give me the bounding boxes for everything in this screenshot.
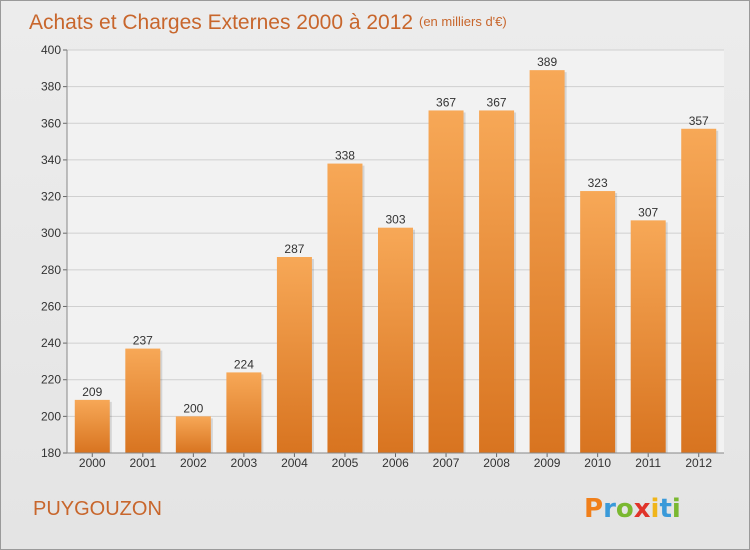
y-tick-label: 300 bbox=[41, 226, 61, 240]
x-tick-label: 2009 bbox=[534, 456, 561, 470]
chart-subtitle: (en milliers d'€) bbox=[419, 14, 507, 29]
bar bbox=[74, 399, 110, 453]
logo-letter: t bbox=[659, 494, 671, 524]
x-tick-label: 2010 bbox=[584, 456, 611, 470]
bar bbox=[479, 110, 515, 453]
bar-value-label: 287 bbox=[284, 242, 304, 256]
bar-value-label: 224 bbox=[234, 357, 254, 371]
bar-value-label: 389 bbox=[537, 55, 557, 69]
bar-value-label: 307 bbox=[638, 205, 658, 219]
bar-value-label: 338 bbox=[335, 149, 355, 163]
x-tick-label: 2007 bbox=[433, 456, 460, 470]
logo-letter: P bbox=[584, 494, 603, 524]
logo-letter: o bbox=[616, 494, 634, 524]
x-tick-label: 2002 bbox=[180, 456, 207, 470]
bar bbox=[428, 110, 464, 453]
bar bbox=[681, 128, 717, 453]
x-tick-label: 2001 bbox=[129, 456, 156, 470]
bar bbox=[125, 348, 161, 453]
x-tick-label: 2004 bbox=[281, 456, 308, 470]
bars: 209 237 200 224 287 338 303 367 367 389 323 307 357 bbox=[74, 55, 719, 454]
y-tick-label: 340 bbox=[41, 153, 61, 167]
bar-value-label: 237 bbox=[133, 334, 153, 348]
proxiti-logo: Proxiti bbox=[584, 494, 681, 524]
y-tick-label: 240 bbox=[41, 336, 61, 350]
bar-value-label: 367 bbox=[487, 95, 507, 109]
bar-value-label: 357 bbox=[689, 114, 709, 128]
y-tick-label: 220 bbox=[41, 373, 61, 387]
x-tick-label: 2000 bbox=[79, 456, 106, 470]
commune-name: PUYGOUZON bbox=[33, 498, 162, 520]
y-tick-label: 380 bbox=[41, 80, 61, 94]
logo-letter: i bbox=[672, 494, 681, 524]
y-tick-label: 200 bbox=[41, 409, 61, 423]
y-tick-label: 260 bbox=[41, 299, 61, 313]
logo-letter: x bbox=[634, 494, 651, 524]
logo-letter: i bbox=[651, 494, 660, 524]
x-tick-label: 2008 bbox=[483, 456, 510, 470]
y-axis: 180 200 220 240 260 280 300 320 340 360 380 400 bbox=[41, 43, 68, 460]
bar-value-label: 323 bbox=[588, 176, 608, 190]
y-tick-label: 360 bbox=[41, 116, 61, 130]
bar bbox=[175, 416, 211, 453]
x-tick-label: 2005 bbox=[332, 456, 359, 470]
x-tick-label: 2003 bbox=[231, 456, 258, 470]
bar-value-label: 303 bbox=[385, 213, 405, 227]
bar bbox=[630, 220, 666, 453]
bar-value-label: 200 bbox=[183, 401, 203, 415]
bar-value-label: 209 bbox=[82, 385, 102, 399]
logo-letter: r bbox=[603, 494, 616, 524]
bar bbox=[327, 163, 363, 453]
bar bbox=[276, 256, 312, 453]
x-tick-label: 2012 bbox=[685, 456, 712, 470]
bar bbox=[529, 70, 565, 454]
y-tick-label: 320 bbox=[41, 190, 61, 204]
y-tick-label: 180 bbox=[41, 446, 61, 460]
x-tick-label: 2011 bbox=[635, 456, 661, 470]
chart-title: Achats et Charges Externes 2000 à 2012 bbox=[29, 11, 413, 34]
bar bbox=[378, 227, 413, 453]
y-tick-label: 280 bbox=[41, 263, 61, 277]
x-tick-label: 2006 bbox=[382, 456, 409, 470]
bar bbox=[226, 372, 262, 453]
bar-value-label: 367 bbox=[436, 95, 456, 109]
x-axis: 2000 2001 2002 2003 2004 2005 2006 2007 2008 2009… bbox=[67, 452, 724, 470]
y-tick-label: 400 bbox=[41, 43, 61, 57]
bar bbox=[580, 191, 616, 454]
